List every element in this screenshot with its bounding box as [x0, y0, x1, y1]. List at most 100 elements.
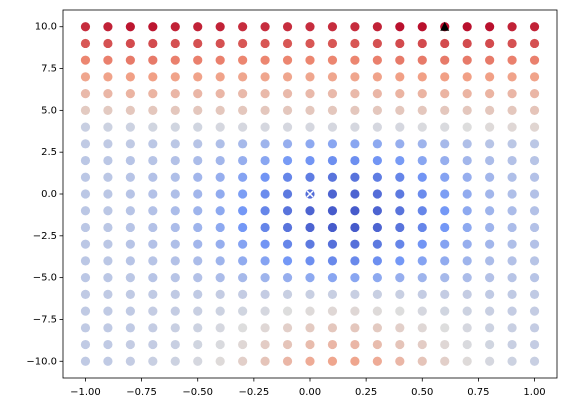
- point: [282, 256, 293, 266]
- point: [305, 239, 315, 249]
- point: [125, 339, 135, 350]
- point: [305, 289, 315, 299]
- point: [417, 323, 427, 333]
- point: [440, 38, 450, 49]
- point: [193, 55, 203, 65]
- point: [282, 139, 293, 149]
- point: [440, 222, 450, 233]
- point: [125, 38, 135, 49]
- point: [80, 273, 91, 283]
- point: [462, 306, 472, 316]
- point: [417, 72, 427, 82]
- point: [282, 222, 293, 233]
- point: [103, 189, 113, 199]
- point: [215, 206, 225, 216]
- point: [260, 189, 270, 199]
- point: [282, 273, 293, 283]
- point: [148, 306, 158, 316]
- x-tick-label: 0.75: [467, 387, 489, 398]
- y-tick-label: −2.5: [33, 231, 57, 242]
- point: [80, 323, 91, 333]
- point: [170, 38, 180, 49]
- x-tick-label: −0.50: [182, 387, 213, 398]
- point: [372, 72, 382, 82]
- point: [462, 155, 472, 166]
- point: [238, 306, 248, 316]
- point: [80, 289, 91, 299]
- point: [395, 239, 405, 249]
- point: [350, 105, 360, 115]
- point: [215, 273, 225, 283]
- point: [395, 89, 405, 99]
- point: [103, 172, 113, 182]
- point: [485, 38, 495, 49]
- point: [125, 89, 135, 99]
- point: [350, 239, 360, 249]
- point: [372, 139, 382, 149]
- point: [440, 189, 450, 199]
- point: [282, 72, 293, 82]
- point: [170, 339, 180, 350]
- point: [282, 356, 293, 366]
- x-tick-label: 0.50: [411, 387, 433, 398]
- point: [305, 89, 315, 99]
- point: [485, 139, 495, 149]
- point: [507, 55, 517, 65]
- point: [215, 38, 225, 49]
- point: [260, 356, 270, 366]
- point: [238, 289, 248, 299]
- point: [485, 222, 495, 233]
- point: [350, 172, 360, 182]
- point: [440, 289, 450, 299]
- point: [148, 89, 158, 99]
- point: [529, 222, 540, 233]
- point: [372, 222, 382, 233]
- point: [327, 323, 338, 333]
- point: [170, 306, 180, 316]
- point: [350, 323, 360, 333]
- point: [417, 239, 427, 249]
- point: [260, 139, 270, 149]
- point: [417, 206, 427, 216]
- point: [80, 155, 91, 166]
- point: [440, 122, 450, 132]
- point: [327, 155, 338, 166]
- point: [417, 155, 427, 166]
- point: [305, 256, 315, 266]
- point: [507, 172, 517, 182]
- point: [193, 356, 203, 366]
- point: [507, 256, 517, 266]
- marker: [306, 190, 314, 198]
- point: [485, 22, 495, 32]
- point: [372, 256, 382, 266]
- point: [103, 55, 113, 65]
- point: [103, 273, 113, 283]
- point: [417, 139, 427, 149]
- point: [305, 38, 315, 49]
- point: [305, 222, 315, 233]
- point: [529, 256, 540, 266]
- point: [395, 306, 405, 316]
- point: [395, 289, 405, 299]
- point: [350, 89, 360, 99]
- point: [350, 38, 360, 49]
- point: [507, 139, 517, 149]
- point: [372, 38, 382, 49]
- point: [462, 72, 472, 82]
- point: [80, 72, 91, 82]
- point: [148, 122, 158, 132]
- point: [305, 139, 315, 149]
- point: [125, 22, 135, 32]
- point: [395, 139, 405, 149]
- point: [125, 323, 135, 333]
- point: [193, 323, 203, 333]
- point: [485, 339, 495, 350]
- point: [125, 256, 135, 266]
- point: [193, 189, 203, 199]
- point: [80, 306, 91, 316]
- point: [80, 105, 91, 115]
- point: [193, 339, 203, 350]
- point: [417, 289, 427, 299]
- point: [529, 89, 540, 99]
- point: [103, 356, 113, 366]
